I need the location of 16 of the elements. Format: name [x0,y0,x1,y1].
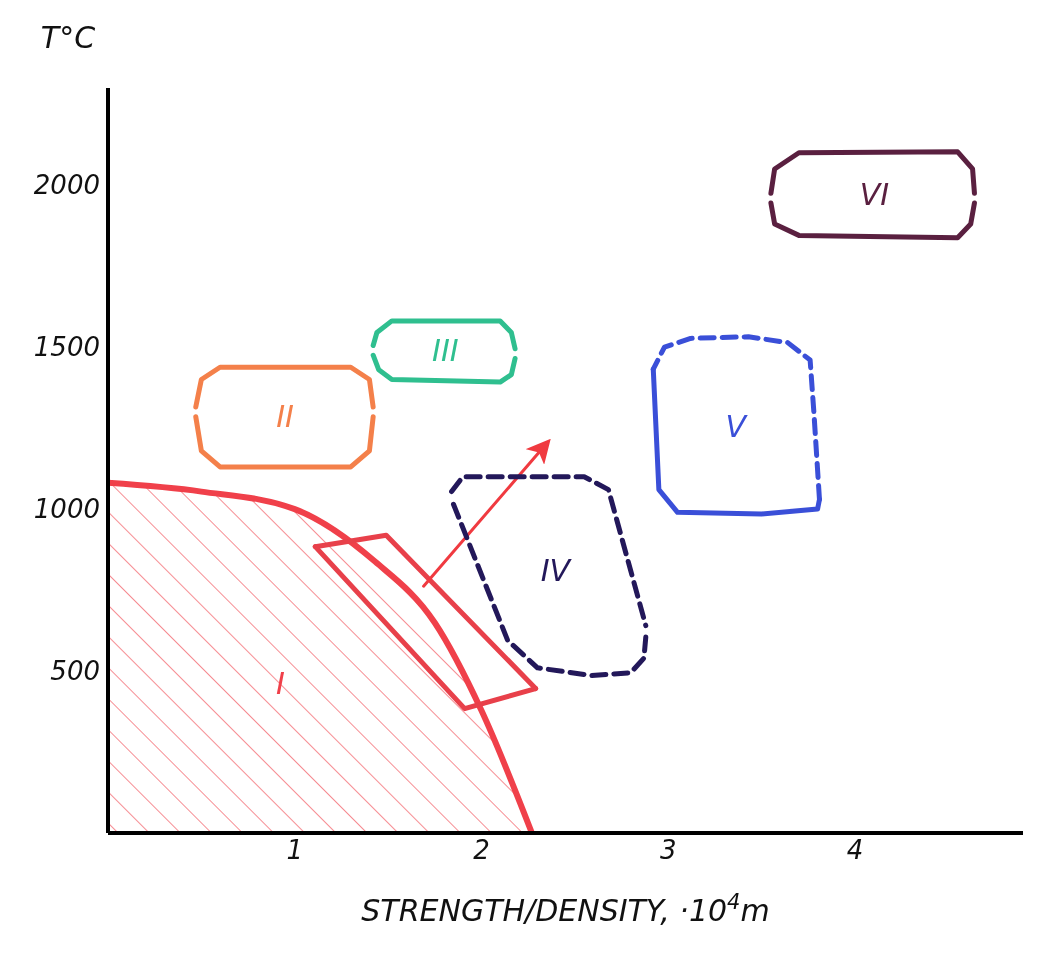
x-tick-label: 1 [286,835,304,866]
series-label: II [276,399,294,435]
series-label: IV [540,553,573,589]
x-tick-label: 2 [473,835,490,866]
y-axis-title: T°C [40,20,96,55]
y-tick-label: 1000 [33,494,100,525]
text: V [725,409,749,445]
x-tick-label: 3 [659,835,677,866]
y-tick-label: 1500 [33,332,100,363]
x-axis-title: STRENGTH/DENSITY, ·10$^{4}$m [361,890,770,928]
series-label: I [275,665,285,701]
series-label: III [432,333,459,369]
series-label: VI [859,177,890,213]
y-tick-label: 2000 [33,170,100,201]
x-tick-label: 4 [846,835,864,866]
y-tick-label: 500 [50,656,100,687]
